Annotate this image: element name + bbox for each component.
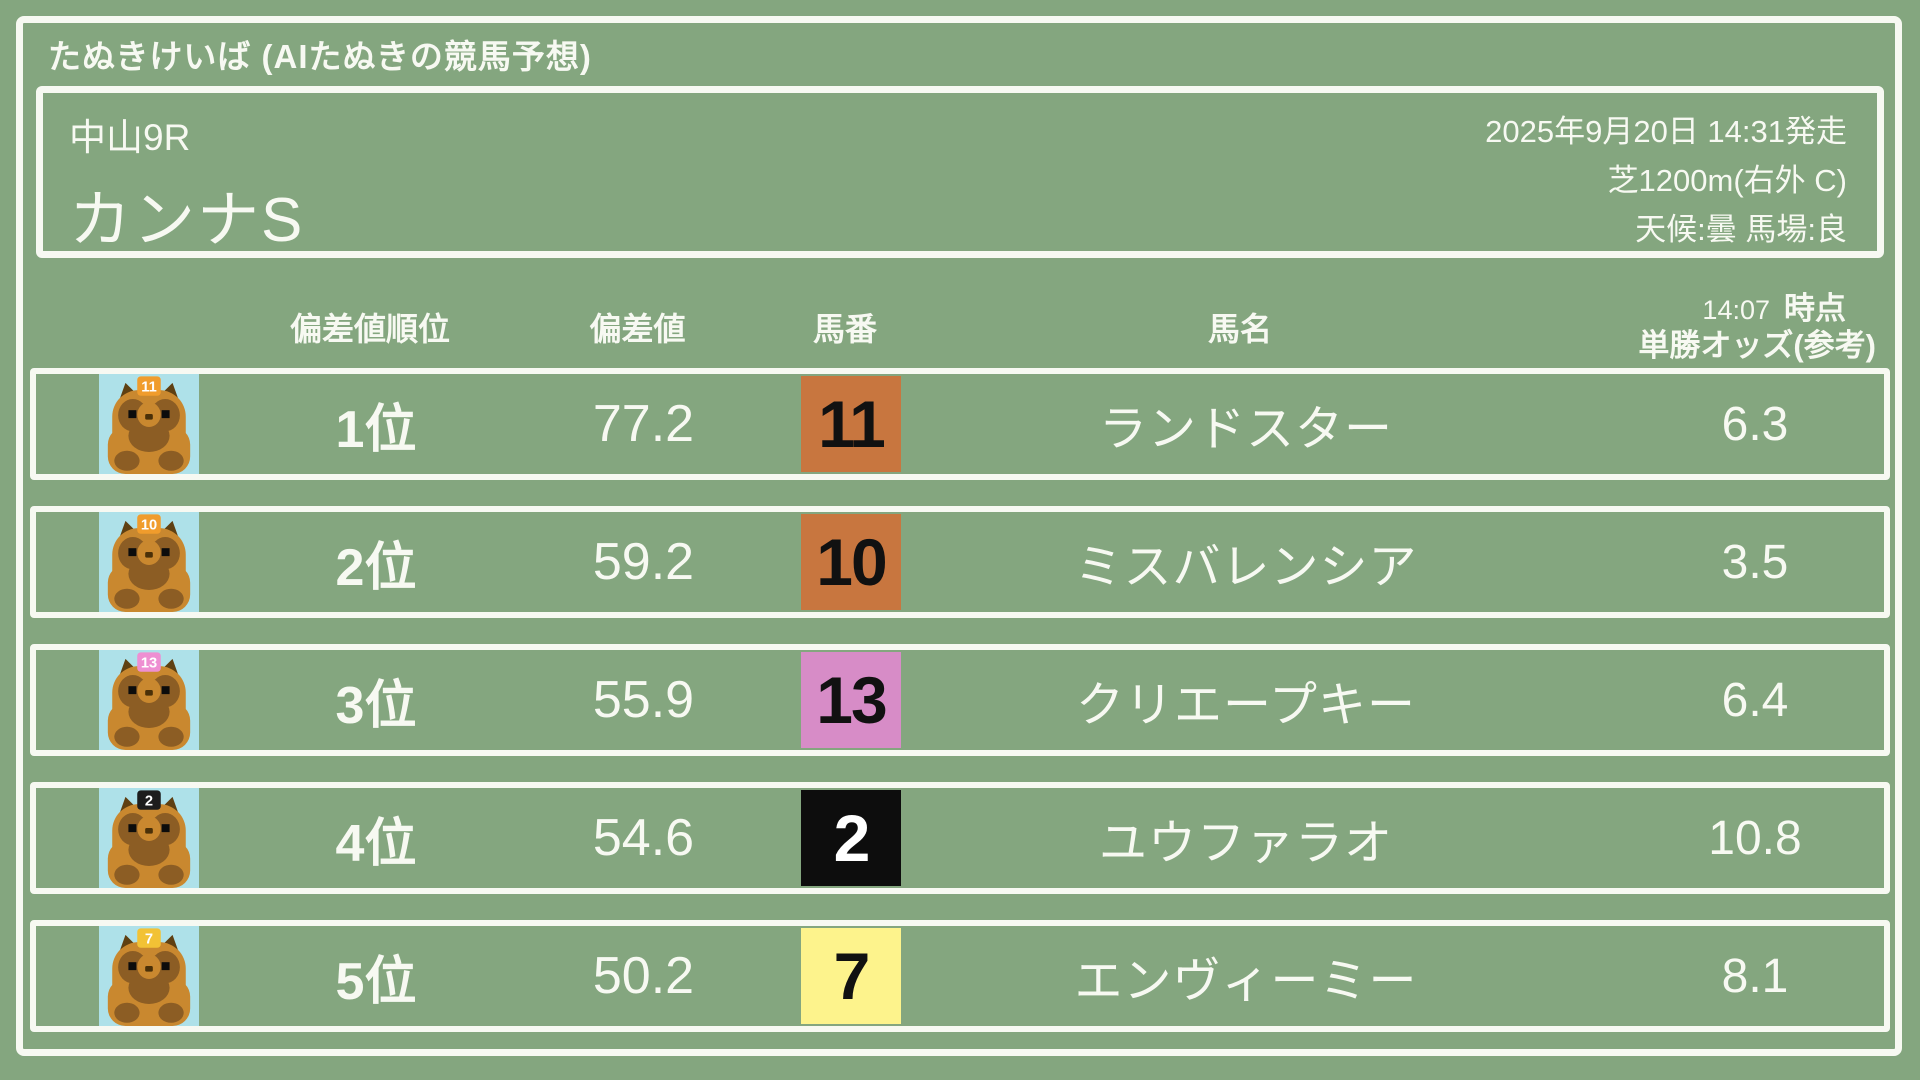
horse-name: クリエープキー <box>1075 679 1417 732</box>
tanuki-avatar: 7 <box>98 926 200 1026</box>
rank-value: 5位 <box>335 952 417 1011</box>
svg-text:7: 7 <box>145 932 153 948</box>
avatar-cell: 7 <box>36 926 251 1026</box>
badge-cell: 10 <box>786 514 916 610</box>
odds-value: 8.1 <box>1721 949 1789 1003</box>
header-horse: 馬名 <box>1207 311 1272 347</box>
race-name: カンナS <box>69 186 305 255</box>
horse-number-badge: 10 <box>801 514 901 610</box>
tanuki-avatar: 13 <box>98 650 200 750</box>
svg-text:11: 11 <box>141 380 157 396</box>
badge-cell: 7 <box>786 928 916 1024</box>
race-name-block: 中山9R カンナS <box>69 101 304 255</box>
tanuki-avatar: 2 <box>98 788 200 888</box>
score-value: 59.2 <box>592 533 695 591</box>
horse-name: ミスバレンシア <box>1074 541 1418 594</box>
score-value: 77.2 <box>592 395 695 453</box>
race-info-box: 中山9R カンナS 2025年9月20日 14:31発走 芝1200m(右外 C… <box>36 86 1884 258</box>
prediction-row: 13 3位 55.9 13 クリエープキー 6.4 <box>30 644 1890 756</box>
prediction-row: 2 4位 54.6 2 ユウファラオ 10.8 <box>30 782 1890 894</box>
score-value: 50.2 <box>592 947 695 1005</box>
prediction-row: 7 5位 50.2 7 エンヴィーミー 8.1 <box>30 920 1890 1032</box>
horse-name: ランドスター <box>1098 403 1393 456</box>
race-course: 芝1200m(右外 C) <box>1607 163 1847 198</box>
avatar-cell: 10 <box>36 512 251 612</box>
rank-value: 1位 <box>335 400 417 459</box>
header-odds-time-line: 14:07 時点 <box>1702 290 1846 328</box>
avatar-cell: 13 <box>36 650 251 750</box>
race-details-block: 2025年9月20日 14:31発走 芝1200m(右外 C) 天候:曇 馬場:… <box>1485 101 1847 247</box>
horse-number-badge: 7 <box>801 928 901 1024</box>
prediction-rows: 11 1位 77.2 11 ランドスター 6.3 10 2位 59.2 10 <box>30 368 1890 1058</box>
avatar-cell: 11 <box>36 374 251 474</box>
table-header-row: 偏差値順位 偏差値 馬番 馬名 14:07 時点 単勝オッズ(参考) <box>30 290 1890 364</box>
svg-text:10: 10 <box>141 518 157 534</box>
race-conditions: 天候:曇 馬場:良 <box>1635 212 1847 247</box>
prediction-row: 11 1位 77.2 11 ランドスター 6.3 <box>30 368 1890 480</box>
prediction-row: 10 2位 59.2 10 ミスバレンシア 3.5 <box>30 506 1890 618</box>
badge-cell: 2 <box>786 790 916 886</box>
odds-value: 3.5 <box>1721 535 1789 589</box>
horse-number-badge: 2 <box>801 790 901 886</box>
race-track-number: 中山9R <box>69 117 191 158</box>
horse-number-badge: 11 <box>801 376 901 472</box>
score-value: 55.9 <box>592 671 695 729</box>
horse-name: エンヴィーミー <box>1074 955 1418 1008</box>
rank-value: 2位 <box>335 538 417 597</box>
odds-value: 6.3 <box>1721 397 1789 451</box>
score-value: 54.6 <box>592 809 695 867</box>
tanuki-avatar: 11 <box>98 374 200 474</box>
odds-column-label: 単勝オッズ(参考) <box>1638 328 1876 363</box>
badge-cell: 11 <box>786 376 916 472</box>
rank-value: 4位 <box>335 814 417 873</box>
header-number: 馬番 <box>812 311 877 347</box>
odds-snapshot-suffix: 時点 <box>1784 291 1846 326</box>
header-score: 偏差値 <box>589 311 686 347</box>
race-datetime: 2025年9月20日 14:31発走 <box>1485 114 1847 149</box>
badge-cell: 13 <box>786 652 916 748</box>
svg-text:13: 13 <box>141 656 157 672</box>
tanuki-avatar: 10 <box>98 512 200 612</box>
header-odds: 14:07 時点 単勝オッズ(参考) <box>1570 290 1890 364</box>
svg-text:2: 2 <box>145 794 153 810</box>
avatar-cell: 2 <box>36 788 251 888</box>
rank-value: 3位 <box>335 676 417 735</box>
horse-name: ユウファラオ <box>1098 817 1393 870</box>
app-title: たぬきけいば (AIたぬきの競馬予想) <box>48 38 592 75</box>
header-rank: 偏差値順位 <box>289 311 450 347</box>
odds-value: 6.4 <box>1721 673 1789 727</box>
odds-snapshot-time: 14:07 <box>1702 295 1770 325</box>
odds-value: 10.8 <box>1708 811 1802 865</box>
horse-number-badge: 13 <box>801 652 901 748</box>
